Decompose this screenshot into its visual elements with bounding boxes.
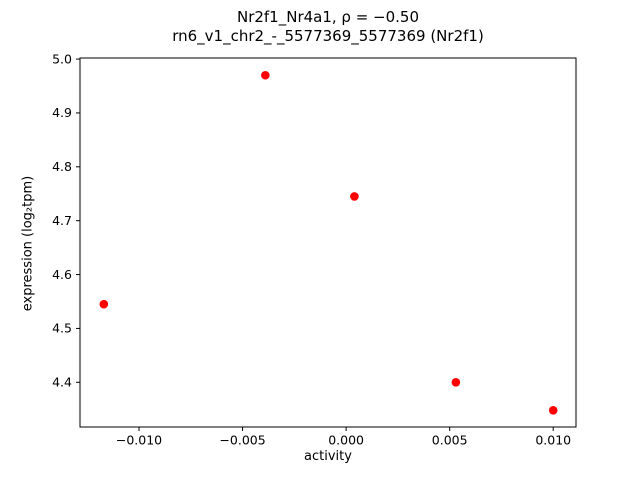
x-tick-label: 0.000 bbox=[328, 433, 364, 448]
data-point bbox=[261, 70, 270, 80]
x-tick-label: −0.010 bbox=[116, 433, 162, 448]
y-tick-label: 4.5 bbox=[52, 321, 72, 336]
chart-title-line2: rn6_v1_chr2_-_5577369_5577369 (Nr2f1) bbox=[172, 26, 484, 45]
y-tick-label: 4.8 bbox=[52, 159, 72, 174]
chart-title: Nr2f1_Nr4a1, ρ = −0.50 rn6_v1_chr2_-_557… bbox=[80, 8, 576, 46]
data-point bbox=[99, 299, 109, 309]
data-point bbox=[350, 192, 359, 201]
chart-title-line1: Nr2f1_Nr4a1, ρ = −0.50 bbox=[236, 8, 420, 26]
y-tick-label: 5.0 bbox=[52, 51, 72, 66]
y-tick-label: 4.4 bbox=[52, 374, 72, 389]
y-axis-label: expression (log₂tpm) bbox=[20, 175, 36, 312]
y-tick-label: 4.9 bbox=[52, 105, 72, 120]
data-point bbox=[451, 377, 461, 387]
x-tick-label: −0.005 bbox=[219, 433, 265, 448]
data-point bbox=[548, 406, 558, 415]
x-tick-label: 0.010 bbox=[535, 433, 571, 448]
y-tick-label: 4.7 bbox=[52, 213, 72, 228]
x-axis-label: activity bbox=[304, 449, 352, 464]
y-tick-label: 4.6 bbox=[52, 267, 72, 282]
x-tick-label: 0.005 bbox=[432, 433, 468, 448]
axes-box bbox=[79, 57, 577, 428]
